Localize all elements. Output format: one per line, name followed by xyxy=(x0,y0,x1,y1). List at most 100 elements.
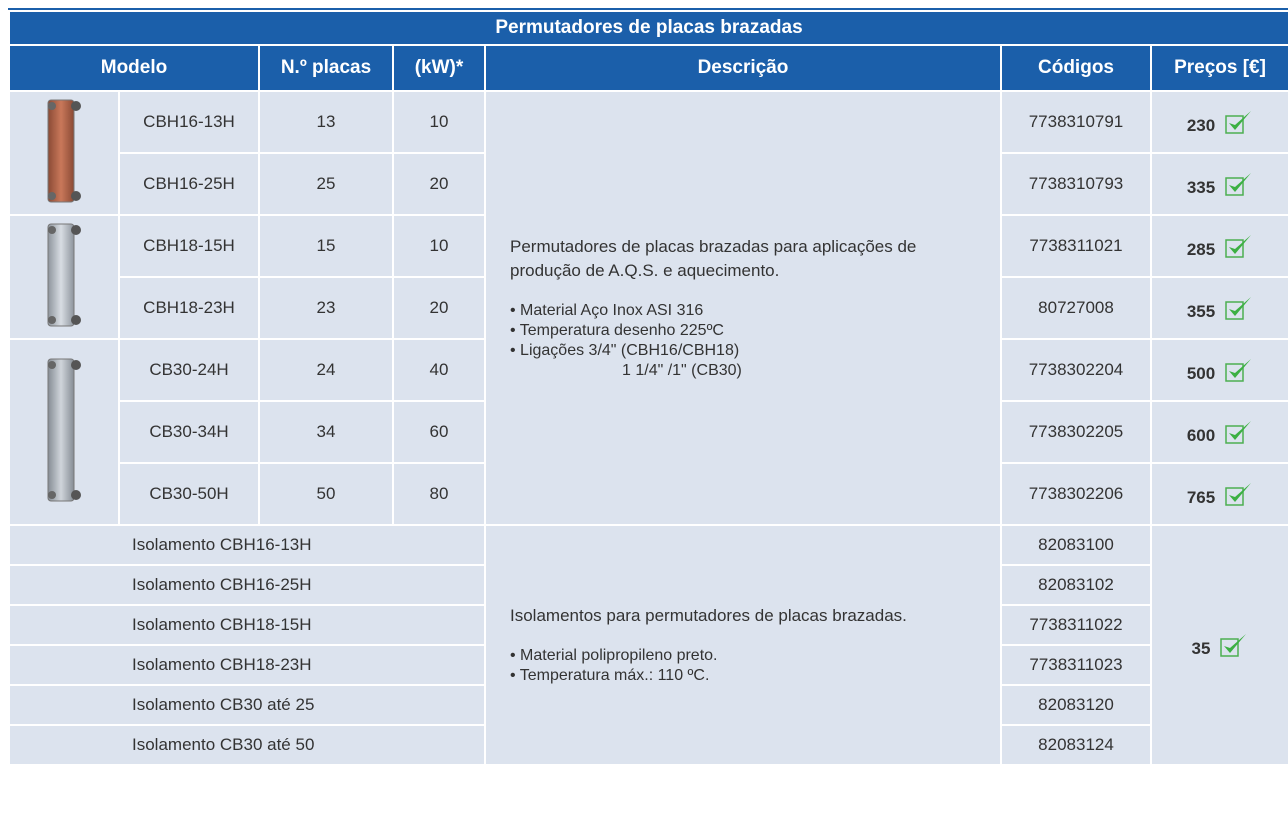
product-row: CBH16-25H 25 20 7738310793 335 xyxy=(9,152,1288,216)
plates: 50 xyxy=(258,462,394,526)
product-row: CB30-34H 34 60 7738302205 600 xyxy=(9,400,1288,464)
price-cell: 355 xyxy=(1150,276,1288,340)
price-cell: 335 xyxy=(1150,152,1288,216)
check-icon xyxy=(1225,234,1252,258)
code: 7738310793 xyxy=(1000,152,1152,216)
product-row: CB30-24H 24 40 7738302204 500 xyxy=(8,338,1288,526)
insulation-row: Isolamento CBH18-15H 7738311022 xyxy=(8,604,1288,646)
code: 7738311022 xyxy=(1000,604,1152,646)
table-title: Permutadores de placas brazadas xyxy=(8,10,1288,46)
image-cell xyxy=(8,90,120,216)
insulation-row: Isolamento CB30 até 50 82083124 xyxy=(8,724,1288,766)
price: 765 xyxy=(1186,487,1216,507)
insulation-name: Isolamento CBH18-15H xyxy=(8,604,486,646)
model: CBH16-25H xyxy=(118,152,260,216)
code: 7738311023 xyxy=(1000,644,1152,686)
insulation-name: Isolamento CBH18-23H xyxy=(8,644,486,686)
product-row: CB30-50H 50 80 7738302206 765 xyxy=(9,462,1288,526)
price-cell: 285 xyxy=(1150,214,1288,278)
image-cell xyxy=(8,338,120,526)
bullet: • Temperatura desenho 225ºC xyxy=(510,322,724,339)
code: 7738310791 xyxy=(1000,90,1152,154)
bullet-continuation: 1 1/4" /1" (CB30) xyxy=(622,362,742,379)
check-icon xyxy=(1225,358,1252,382)
bullet-text: Material Aço Inox ASI 316 xyxy=(520,302,704,319)
bullet: • Ligações 3/4" (CBH16/CBH18) xyxy=(510,342,740,359)
check-icon xyxy=(1225,482,1252,506)
code: 7738302206 xyxy=(1000,462,1152,526)
column-header: Códigos xyxy=(1000,44,1152,92)
code: 7738302204 xyxy=(1000,338,1152,402)
product-image xyxy=(47,223,81,326)
product-image xyxy=(47,99,81,202)
power: 60 xyxy=(392,400,486,464)
price-table: Permutadores de placas brazadas Modelo N.º… xyxy=(8,8,1288,766)
price: 285 xyxy=(1186,239,1216,259)
check-icon xyxy=(1225,420,1252,444)
price-cell: 500 xyxy=(1150,338,1288,402)
price: 600 xyxy=(1186,425,1216,445)
insulation-row: Isolamento CB30 até 25 82083120 xyxy=(8,684,1288,726)
column-header: Descrição xyxy=(484,44,1002,92)
price-cell: 35 xyxy=(1150,524,1288,766)
table: Permutadores de placas brazadas Modelo N.º… xyxy=(8,10,1288,766)
image-cell xyxy=(8,214,120,340)
description: Permutadores de placas brazadas para apl… xyxy=(484,90,1002,526)
product-image xyxy=(47,358,81,501)
price: 500 xyxy=(1186,363,1216,383)
code: 7738311021 xyxy=(1000,214,1152,278)
model: CBH16-13H xyxy=(118,90,260,154)
product-row: CBH18-15H 15 10 7738311021 285 xyxy=(8,214,1288,340)
header-row: Modelo N.º placas (kW)* Descrição Códigos Pre… xyxy=(8,44,1288,92)
check-icon xyxy=(1225,172,1252,196)
bullet: • Material Aço Inox ASI 316 xyxy=(510,302,704,319)
check-icon xyxy=(1225,296,1252,320)
plates: 34 xyxy=(258,400,394,464)
price: 355 xyxy=(1186,301,1216,321)
plates: 13 xyxy=(258,90,394,154)
column-header: N.º placas xyxy=(258,44,394,92)
plates: 15 xyxy=(258,214,394,278)
power: 40 xyxy=(392,338,486,402)
column-header: Modelo xyxy=(8,44,260,92)
insulation-name: Isolamento CBH16-13H xyxy=(8,524,486,566)
bullet-text: Ligações 3/4" (CBH16/CBH18) xyxy=(520,342,740,359)
insulation-name: Isolamento CB30 até 25 xyxy=(8,684,486,726)
code: 82083124 xyxy=(1000,724,1152,766)
product-row: CBH18-23H 23 20 80727008 355 xyxy=(9,276,1288,340)
price: 335 xyxy=(1186,177,1216,197)
insulation-row: Isolamento CBH16-25H 82083102 xyxy=(8,564,1288,606)
power: 10 xyxy=(392,90,486,154)
model: CB30-34H xyxy=(118,400,260,464)
bullet-text: Temperatura máx.: 110 ºC. xyxy=(519,667,710,684)
insulation-row: Isolamento CBH18-23H 7738311023 xyxy=(8,644,1288,686)
code: 7738302205 xyxy=(1000,400,1152,464)
bullet: • Material polipropileno preto. xyxy=(510,647,718,664)
description-intro: Permutadores de placas brazadas para apl… xyxy=(510,237,917,280)
price: 35 xyxy=(1191,638,1211,658)
code: 82083102 xyxy=(1000,564,1152,606)
column-header: Preços [€] xyxy=(1150,44,1288,92)
check-icon xyxy=(1220,633,1247,657)
power: 80 xyxy=(392,462,486,526)
model: CB30-50H xyxy=(118,462,260,526)
model: CBH18-15H xyxy=(118,214,260,278)
price-cell: 765 xyxy=(1150,462,1288,526)
bullet-text: Temperatura desenho 225ºC xyxy=(519,322,724,339)
model: CB30-24H xyxy=(118,338,260,402)
power: 20 xyxy=(392,152,486,216)
title-row: Permutadores de placas brazadas xyxy=(8,10,1288,46)
insulation-row: Isolamento CBH16-13H Isolamentos para per… xyxy=(8,524,1288,766)
check-icon xyxy=(1225,110,1252,134)
description-intro: Isolamentos para permutadores de placas … xyxy=(510,606,907,625)
plates: 24 xyxy=(258,338,394,402)
product-row: CBH16-13H 13 10 Permutadores de placas braz… xyxy=(8,90,1288,526)
insulation-name: Isolamento CB30 até 50 xyxy=(8,724,486,766)
price-cell: 600 xyxy=(1150,400,1288,464)
insulation-name: Isolamento CBH16-25H xyxy=(8,564,486,606)
model: CBH18-23H xyxy=(118,276,260,340)
power: 10 xyxy=(392,214,486,278)
column-header: (kW)* xyxy=(392,44,486,92)
price: 230 xyxy=(1186,115,1216,135)
